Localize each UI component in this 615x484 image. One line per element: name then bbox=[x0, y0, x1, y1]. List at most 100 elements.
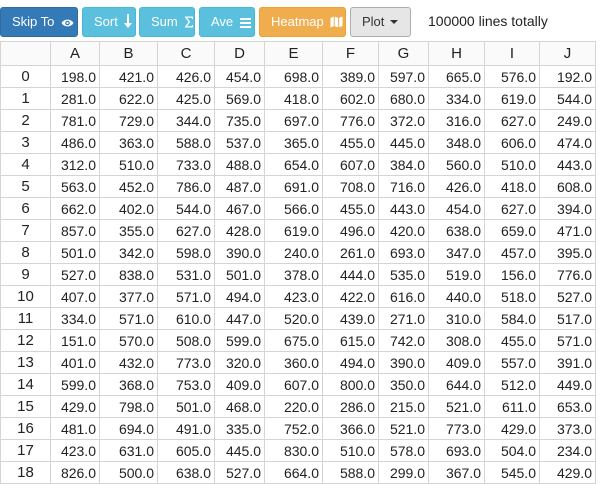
table-cell[interactable]: 496.0 bbox=[322, 219, 379, 242]
table-cell[interactable]: 615.0 bbox=[322, 329, 379, 352]
table-cell[interactable]: 409.0 bbox=[214, 373, 265, 396]
table-cell[interactable]: 432.0 bbox=[99, 351, 158, 374]
table-cell[interactable]: 508.0 bbox=[157, 329, 215, 352]
table-cell[interactable]: 800.0 bbox=[322, 373, 379, 396]
table-cell[interactable]: 693.0 bbox=[378, 241, 429, 264]
table-cell[interactable]: 510.0 bbox=[484, 153, 540, 176]
table-cell[interactable]: 610.0 bbox=[157, 307, 215, 330]
table-cell[interactable]: 156.0 bbox=[484, 263, 540, 286]
table-cell[interactable]: 428.0 bbox=[214, 219, 265, 242]
table-cell[interactable]: 654.0 bbox=[264, 153, 323, 176]
table-cell[interactable]: 316.0 bbox=[428, 109, 485, 132]
table-cell[interactable]: 240.0 bbox=[264, 241, 323, 264]
table-cell[interactable]: 662.0 bbox=[50, 197, 100, 220]
table-cell[interactable]: 363.0 bbox=[99, 131, 158, 154]
table-cell[interactable]: 402.0 bbox=[99, 197, 158, 220]
table-cell[interactable]: 425.0 bbox=[157, 87, 215, 110]
table-cell[interactable]: 348.0 bbox=[428, 131, 485, 154]
column-header[interactable]: B bbox=[99, 41, 158, 66]
column-header[interactable]: C bbox=[157, 41, 215, 66]
table-cell[interactable]: 627.0 bbox=[484, 109, 540, 132]
table-cell[interactable]: 334.0 bbox=[428, 87, 485, 110]
table-cell[interactable]: 697.0 bbox=[264, 109, 323, 132]
table-cell[interactable]: 444.0 bbox=[322, 263, 379, 286]
table-cell[interactable]: 563.0 bbox=[50, 175, 100, 198]
table-cell[interactable]: 457.0 bbox=[484, 241, 540, 264]
table-cell[interactable]: 781.0 bbox=[50, 109, 100, 132]
table-cell[interactable]: 447.0 bbox=[214, 307, 265, 330]
table-cell[interactable]: 527.0 bbox=[50, 263, 100, 286]
column-header[interactable]: H bbox=[428, 41, 485, 66]
table-cell[interactable]: 627.0 bbox=[484, 197, 540, 220]
table-cell[interactable]: 454.0 bbox=[428, 197, 485, 220]
table-cell[interactable]: 249.0 bbox=[539, 109, 596, 132]
table-cell[interactable]: 423.0 bbox=[264, 285, 323, 308]
table-cell[interactable]: 261.0 bbox=[322, 241, 379, 264]
table-cell[interactable]: 830.0 bbox=[264, 439, 323, 462]
table-cell[interactable]: 608.0 bbox=[539, 175, 596, 198]
table-cell[interactable]: 753.0 bbox=[157, 373, 215, 396]
table-cell[interactable]: 510.0 bbox=[99, 153, 158, 176]
table-cell[interactable]: 631.0 bbox=[99, 439, 158, 462]
table-cell[interactable]: 334.0 bbox=[50, 307, 100, 330]
table-cell[interactable]: 491.0 bbox=[157, 417, 215, 440]
table-cell[interactable]: 310.0 bbox=[428, 307, 485, 330]
table-cell[interactable]: 418.0 bbox=[484, 175, 540, 198]
table-cell[interactable]: 576.0 bbox=[484, 65, 540, 88]
table-cell[interactable]: 367.0 bbox=[428, 461, 485, 484]
table-cell[interactable]: 350.0 bbox=[378, 373, 429, 396]
table-cell[interactable]: 347.0 bbox=[428, 241, 485, 264]
table-cell[interactable]: 826.0 bbox=[50, 461, 100, 484]
table-cell[interactable]: 198.0 bbox=[50, 65, 100, 88]
table-cell[interactable]: 518.0 bbox=[484, 285, 540, 308]
table-cell[interactable]: 487.0 bbox=[214, 175, 265, 198]
table-cell[interactable]: 440.0 bbox=[428, 285, 485, 308]
table-cell[interactable]: 544.0 bbox=[539, 87, 596, 110]
table-cell[interactable]: 638.0 bbox=[428, 219, 485, 242]
table-cell[interactable]: 423.0 bbox=[50, 439, 100, 462]
table-cell[interactable]: 776.0 bbox=[322, 109, 379, 132]
table-cell[interactable]: 384.0 bbox=[378, 153, 429, 176]
heatmap-button[interactable]: Heatmap bbox=[259, 7, 346, 37]
table-cell[interactable]: 570.0 bbox=[99, 329, 158, 352]
table-cell[interactable]: 439.0 bbox=[322, 307, 379, 330]
table-cell[interactable]: 598.0 bbox=[157, 241, 215, 264]
table-cell[interactable]: 445.0 bbox=[378, 131, 429, 154]
table-cell[interactable]: 675.0 bbox=[264, 329, 323, 352]
table-cell[interactable]: 372.0 bbox=[378, 109, 429, 132]
column-header[interactable]: A bbox=[50, 41, 100, 66]
table-cell[interactable]: 500.0 bbox=[99, 461, 158, 484]
table-cell[interactable]: 234.0 bbox=[539, 439, 596, 462]
table-cell[interactable]: 708.0 bbox=[322, 175, 379, 198]
table-cell[interactable]: 786.0 bbox=[157, 175, 215, 198]
table-cell[interactable]: 611.0 bbox=[484, 395, 540, 418]
table-cell[interactable]: 537.0 bbox=[214, 131, 265, 154]
table-cell[interactable]: 607.0 bbox=[264, 373, 323, 396]
table-cell[interactable]: 320.0 bbox=[214, 351, 265, 374]
table-cell[interactable]: 664.0 bbox=[264, 461, 323, 484]
table-cell[interactable]: 653.0 bbox=[539, 395, 596, 418]
table-cell[interactable]: 271.0 bbox=[378, 307, 429, 330]
table-cell[interactable]: 494.0 bbox=[322, 351, 379, 374]
table-cell[interactable]: 560.0 bbox=[428, 153, 485, 176]
table-cell[interactable]: 510.0 bbox=[322, 439, 379, 462]
table-cell[interactable]: 420.0 bbox=[378, 219, 429, 242]
table-cell[interactable]: 838.0 bbox=[99, 263, 158, 286]
table-cell[interactable]: 517.0 bbox=[539, 307, 596, 330]
table-cell[interactable]: 602.0 bbox=[322, 87, 379, 110]
table-cell[interactable]: 638.0 bbox=[157, 461, 215, 484]
table-cell[interactable]: 512.0 bbox=[484, 373, 540, 396]
table-cell[interactable]: 733.0 bbox=[157, 153, 215, 176]
table-cell[interactable]: 521.0 bbox=[428, 395, 485, 418]
table-cell[interactable]: 377.0 bbox=[99, 285, 158, 308]
table-cell[interactable]: 429.0 bbox=[50, 395, 100, 418]
plot-dropdown-button[interactable]: Plot bbox=[350, 7, 411, 37]
table-cell[interactable]: 390.0 bbox=[214, 241, 265, 264]
table-cell[interactable]: 378.0 bbox=[264, 263, 323, 286]
table-cell[interactable]: 776.0 bbox=[539, 263, 596, 286]
table-cell[interactable]: 455.0 bbox=[484, 329, 540, 352]
table-cell[interactable]: 409.0 bbox=[428, 351, 485, 374]
table-cell[interactable]: 588.0 bbox=[322, 461, 379, 484]
table-cell[interactable]: 698.0 bbox=[264, 65, 323, 88]
table-cell[interactable]: 571.0 bbox=[539, 329, 596, 352]
